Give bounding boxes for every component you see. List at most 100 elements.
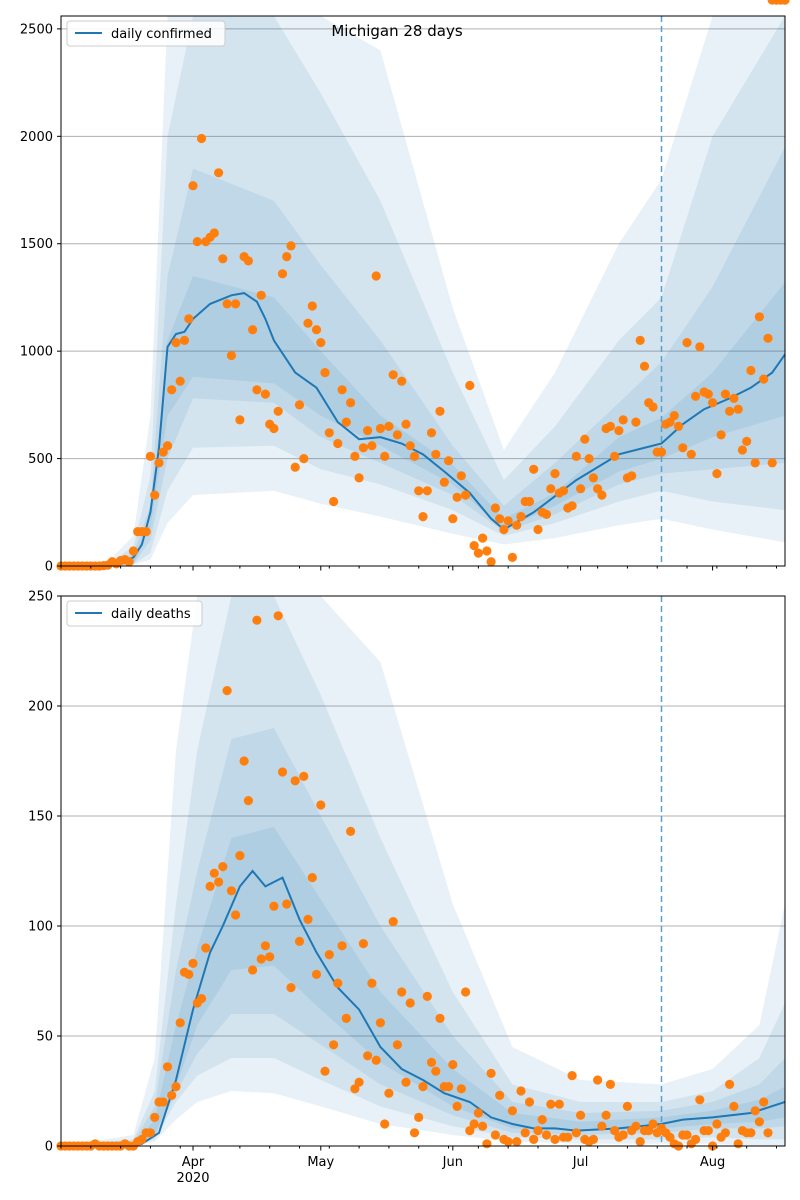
data-point — [512, 1137, 522, 1147]
data-point — [299, 771, 309, 782]
data-point — [473, 548, 483, 558]
data-point — [226, 886, 236, 896]
data-point — [405, 998, 415, 1008]
data-point — [329, 496, 339, 507]
data-point — [742, 436, 752, 446]
data-point — [576, 1110, 586, 1120]
data-point — [256, 954, 266, 964]
daily-confirmed-line — [61, 292, 785, 566]
data-point — [524, 496, 535, 507]
data-point — [226, 350, 236, 361]
data-point — [218, 254, 228, 264]
data-point — [137, 1134, 147, 1144]
data-point — [269, 423, 279, 434]
data-point — [333, 438, 343, 449]
data-point — [473, 1108, 483, 1118]
data-point — [239, 756, 249, 766]
data-point — [605, 1079, 616, 1089]
data-point — [243, 796, 253, 806]
data-point — [128, 546, 138, 556]
data-point — [567, 1071, 577, 1081]
data-point — [439, 477, 449, 487]
data-point — [490, 503, 500, 513]
data-point — [367, 441, 377, 451]
data-point — [286, 241, 296, 251]
data-point — [618, 415, 628, 425]
data-point — [307, 873, 317, 883]
data-point — [273, 611, 283, 621]
data-point — [188, 958, 198, 969]
data-point — [682, 338, 692, 348]
data-point — [188, 181, 198, 191]
x-axis-ticks — [60, 566, 777, 571]
x-tick-label: May — [307, 1155, 334, 1170]
data-point — [725, 406, 735, 416]
data-point — [260, 941, 270, 951]
data-point — [486, 557, 496, 567]
data-point — [158, 1097, 168, 1107]
data-point — [635, 1137, 645, 1147]
data-point — [231, 910, 241, 920]
data-point — [597, 1121, 607, 1131]
data-point — [465, 1126, 475, 1136]
data-point — [733, 1139, 743, 1149]
data-point — [635, 335, 645, 345]
data-point — [729, 1101, 739, 1111]
data-point — [371, 1055, 381, 1065]
data-point — [124, 557, 134, 567]
data-point — [209, 228, 219, 238]
data-point — [576, 484, 586, 494]
data-point — [720, 1128, 731, 1138]
data-point — [580, 434, 590, 444]
data-point — [401, 1077, 411, 1087]
data-point — [414, 1112, 424, 1122]
data-point — [435, 406, 445, 416]
data-point — [201, 943, 211, 953]
data-point — [388, 370, 398, 380]
data-point — [299, 454, 309, 464]
confirmed-panel: 0 500 1000 1500 2000 2500 Michigan 28 days da… — [20, 0, 790, 575]
data-point — [546, 1099, 556, 1109]
data-point — [448, 514, 458, 524]
data-point — [316, 338, 326, 348]
data-point — [588, 1134, 599, 1144]
data-point — [691, 391, 701, 401]
data-point — [550, 1134, 560, 1144]
data-point — [218, 862, 228, 872]
data-point — [512, 520, 522, 530]
data-point — [243, 256, 253, 266]
data-point — [392, 430, 402, 440]
data-point — [593, 1075, 603, 1085]
data-point — [235, 415, 245, 425]
data-point — [175, 1018, 185, 1028]
legend: daily deaths — [66, 600, 203, 627]
data-point — [533, 524, 543, 535]
data-point — [759, 374, 769, 384]
data-point — [426, 1057, 437, 1067]
data-point — [329, 1040, 339, 1050]
data-point — [571, 451, 581, 461]
data-point — [248, 965, 258, 975]
data-point — [367, 978, 377, 988]
chart-title: Michigan 28 days — [331, 22, 462, 40]
data-point — [461, 490, 471, 500]
data-point — [290, 462, 300, 472]
data-point — [712, 1119, 722, 1129]
data-point — [754, 1117, 765, 1127]
plot-frame — [60, 15, 786, 567]
data-point — [431, 1066, 441, 1076]
y-tick-label: 1500 — [20, 237, 53, 252]
x-tick-label: Jun — [442, 1155, 463, 1170]
data-point — [397, 376, 407, 386]
data-point — [363, 1051, 373, 1061]
data-point — [558, 486, 569, 496]
data-point — [631, 417, 641, 427]
x-tick-label: Aug — [700, 1155, 725, 1170]
data-point — [469, 1119, 479, 1129]
legend-box — [66, 600, 203, 627]
data-point — [311, 325, 322, 335]
data-point — [209, 868, 219, 878]
data-point — [537, 1115, 547, 1125]
